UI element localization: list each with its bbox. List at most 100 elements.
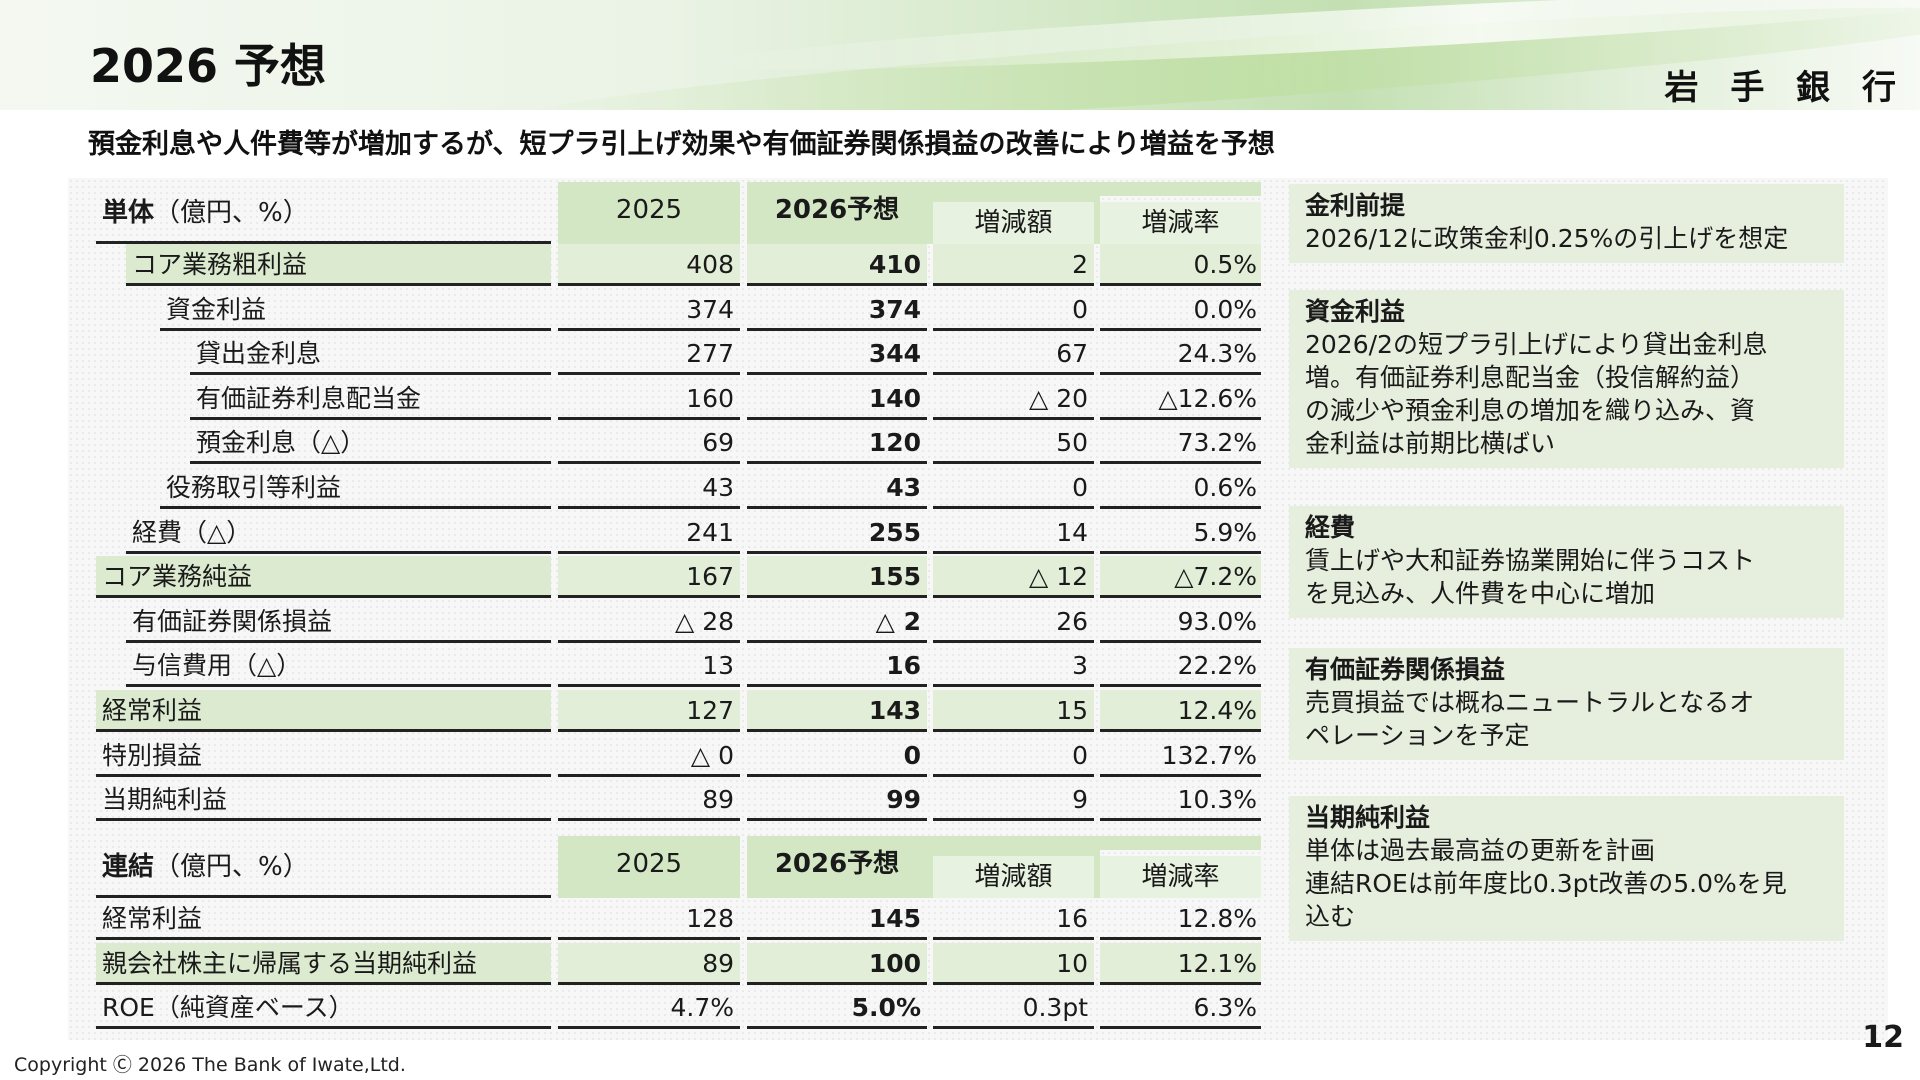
note-title: 金利前提	[1305, 191, 1406, 220]
value-2025: 127	[558, 690, 740, 732]
col-header-rate: 増減率	[1100, 202, 1261, 244]
consolidated-label: 連結	[102, 852, 155, 882]
value-2025: 167	[558, 556, 740, 599]
value-2026-forecast: 0	[747, 735, 927, 777]
value-2025: 374	[558, 289, 740, 331]
value-2026-forecast: 100	[747, 942, 927, 985]
row-label: 預金利息（△）	[190, 422, 551, 465]
row-label: 親会社株主に帰属する当期純利益	[96, 942, 551, 985]
note-title: 資金利益	[1305, 297, 1406, 326]
value-change-rate: 73.2%	[1100, 422, 1261, 465]
bank-logo: 岩 手 銀 行	[1664, 68, 1906, 108]
value-2026-forecast: 43	[747, 467, 927, 509]
value-change: △ 20	[933, 378, 1094, 420]
value-change-rate: 10.3%	[1100, 779, 1261, 822]
value-change-rate: 22.2%	[1100, 645, 1261, 688]
note-card: 経費賃上げや大和証券協業開始に伴うコスト を見込み、人件費を中心に増加	[1289, 506, 1844, 618]
value-change: 2	[933, 244, 1094, 286]
value-change: 0	[933, 467, 1094, 509]
value-change-rate: △7.2%	[1100, 556, 1261, 599]
note-body: 2026/12に政策金利0.25%の引上げを想定	[1305, 224, 1789, 253]
value-2026-forecast: 140	[747, 378, 927, 420]
row-label: 資金利益	[160, 289, 551, 331]
value-change-rate: 5.9%	[1100, 512, 1261, 554]
value-2025: 43	[558, 467, 740, 509]
row-label: 有価証券関係損益	[126, 601, 551, 643]
col-header-rate: 増減率	[1100, 856, 1261, 898]
value-2026-forecast: 5.0%	[747, 987, 927, 1030]
note-body: 単体は過去最高益の更新を計画 連結ROEは前年度比0.3pt改善の5.0%を見 …	[1305, 836, 1787, 931]
value-2025: △ 0	[558, 735, 740, 777]
row-label: 役務取引等利益	[160, 467, 551, 509]
value-change: 9	[933, 779, 1094, 822]
value-change-rate: 0.5%	[1100, 244, 1261, 286]
header-band	[0, 0, 1920, 110]
single-table-title: 単体（億円、%）	[96, 182, 551, 244]
row-label: 経常利益	[96, 898, 551, 940]
value-2026-forecast: 410	[747, 244, 927, 286]
note-card: 資金利益 2026/2の短プラ引上げにより貸出金利息 増。有価証券利息配当金（投信…	[1289, 290, 1844, 468]
value-2026-forecast: 145	[747, 898, 927, 940]
value-change-rate: 132.7%	[1100, 735, 1261, 777]
value-change: 16	[933, 898, 1094, 940]
value-change: 0	[933, 289, 1094, 331]
value-2025: △ 28	[558, 601, 740, 643]
col-header-2026-label: 2026予想	[774, 195, 900, 225]
value-2026-forecast: 120	[747, 422, 927, 465]
value-change: 0	[933, 735, 1094, 777]
note-body: 売買損益では概ねニュートラルとなるオ ペレーションを予定	[1305, 688, 1755, 750]
note-body: 賃上げや大和証券協業開始に伴うコスト を見込み、人件費を中心に増加	[1305, 546, 1756, 608]
value-change-rate: 12.8%	[1100, 898, 1261, 940]
row-label: コア業務純益	[96, 556, 551, 599]
value-2026-forecast: 344	[747, 333, 927, 376]
col-header-diff: 増減額	[933, 202, 1094, 244]
value-change-rate: 12.4%	[1100, 690, 1261, 732]
value-2026-forecast: △ 2	[747, 601, 927, 643]
note-card: 有価証券関係損益 売買損益では概ねニュートラルとなるオ ペレーションを予定	[1289, 648, 1844, 760]
value-change: 10	[933, 942, 1094, 985]
value-2025: 89	[558, 942, 740, 985]
row-label: 有価証券利息配当金	[190, 378, 551, 420]
value-change-rate: 12.1%	[1100, 942, 1261, 985]
value-change: 3	[933, 645, 1094, 688]
col-header-2025: 2025	[558, 836, 740, 898]
row-label: 経常利益	[96, 690, 551, 732]
note-title: 経費	[1305, 513, 1356, 542]
copyright: Copyright Ⓒ 2026 The Bank of Iwate,Ltd.	[14, 1054, 406, 1076]
row-label: コア業務粗利益	[126, 244, 551, 286]
value-change-rate: 0.0%	[1100, 289, 1261, 331]
value-2025: 241	[558, 512, 740, 554]
value-change: 14	[933, 512, 1094, 554]
value-2025: 69	[558, 422, 740, 465]
col-header-2025: 2025	[558, 182, 740, 244]
value-2026-forecast: 143	[747, 690, 927, 732]
col-header-2026-label: 2026予想	[774, 849, 900, 879]
value-change: △ 12	[933, 556, 1094, 599]
row-label: 当期純利益	[96, 779, 551, 822]
row-label: ROE（純資産ベース）	[96, 987, 551, 1030]
note-body: 2026/2の短プラ引上げにより貸出金利息 増。有価証券利息配当金（投信解約益）…	[1305, 330, 1768, 458]
value-2026-forecast: 374	[747, 289, 927, 331]
value-2026-forecast: 155	[747, 556, 927, 599]
value-change-rate: 93.0%	[1100, 601, 1261, 643]
value-2025: 128	[558, 898, 740, 940]
headline: 預金利息や人件費等が増加するが、短プラ引上げ効果や有価証券関係損益の改善により増…	[88, 129, 1275, 160]
single-label: 単体	[102, 198, 155, 228]
note-card: 当期純利益単体は過去最高益の更新を計画 連結ROEは前年度比0.3pt改善の5.…	[1289, 796, 1844, 941]
note-title: 当期純利益	[1305, 803, 1431, 832]
value-change: 50	[933, 422, 1094, 465]
consolidated-table-title: 連結（億円、%）	[96, 836, 551, 898]
value-change: 67	[933, 333, 1094, 376]
value-2026-forecast: 16	[747, 645, 927, 688]
value-change-rate: 0.6%	[1100, 467, 1261, 509]
col-header-bar	[927, 836, 1261, 850]
row-label: 貸出金利息	[190, 333, 551, 376]
value-change-rate: 24.3%	[1100, 333, 1261, 376]
value-change: 26	[933, 601, 1094, 643]
value-2025: 408	[558, 244, 740, 286]
col-header-bar	[927, 182, 1261, 196]
value-2025: 13	[558, 645, 740, 688]
page-title: 2026 予想	[90, 39, 327, 93]
value-change-rate: 6.3%	[1100, 987, 1261, 1030]
row-label: 経費（△）	[126, 512, 551, 554]
